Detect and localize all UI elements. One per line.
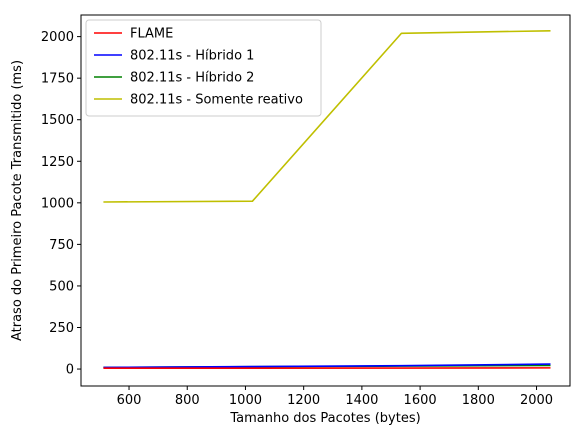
legend-label: 802.11s - Híbrido 2 <box>130 71 254 86</box>
y-tick-label: 0 <box>66 363 74 378</box>
legend-label: 802.11s - Somente reativo <box>130 93 303 108</box>
x-tick-label: 1400 <box>345 393 378 408</box>
legend-label: FLAME <box>130 27 173 42</box>
y-tick-label: 1500 <box>41 113 74 128</box>
y-tick-label: 1250 <box>41 155 74 170</box>
x-tick-label: 1800 <box>462 393 495 408</box>
x-axis-label: Tamanho dos Pacotes (bytes) <box>229 411 420 426</box>
y-tick-label: 1750 <box>41 72 74 87</box>
y-tick-label: 1000 <box>41 196 74 211</box>
x-tick-label: 800 <box>175 393 200 408</box>
y-tick-label: 250 <box>49 321 74 336</box>
y-axis-label: Atraso do Primeiro Pacote Transmitido (m… <box>10 60 25 341</box>
y-tick-label: 500 <box>49 279 74 294</box>
x-tick-label: 2000 <box>520 393 553 408</box>
x-tick-label: 1600 <box>404 393 437 408</box>
x-tick-label: 1200 <box>287 393 320 408</box>
y-tick-label: 750 <box>49 238 74 253</box>
x-tick-label: 1000 <box>229 393 262 408</box>
x-axis-ticks: 600 800 1000 1200 1400 1600 1800 2000 <box>117 386 553 408</box>
legend: FLAME 802.11s - Híbrido 1 802.11s - Híbrid… <box>86 20 321 116</box>
y-tick-label: 2000 <box>41 30 74 45</box>
x-tick-label: 600 <box>117 393 142 408</box>
legend-label: 802.11s - Híbrido 1 <box>130 49 254 64</box>
y-axis-ticks: 0 250 500 750 1000 1250 1500 1750 2000 <box>41 30 81 377</box>
